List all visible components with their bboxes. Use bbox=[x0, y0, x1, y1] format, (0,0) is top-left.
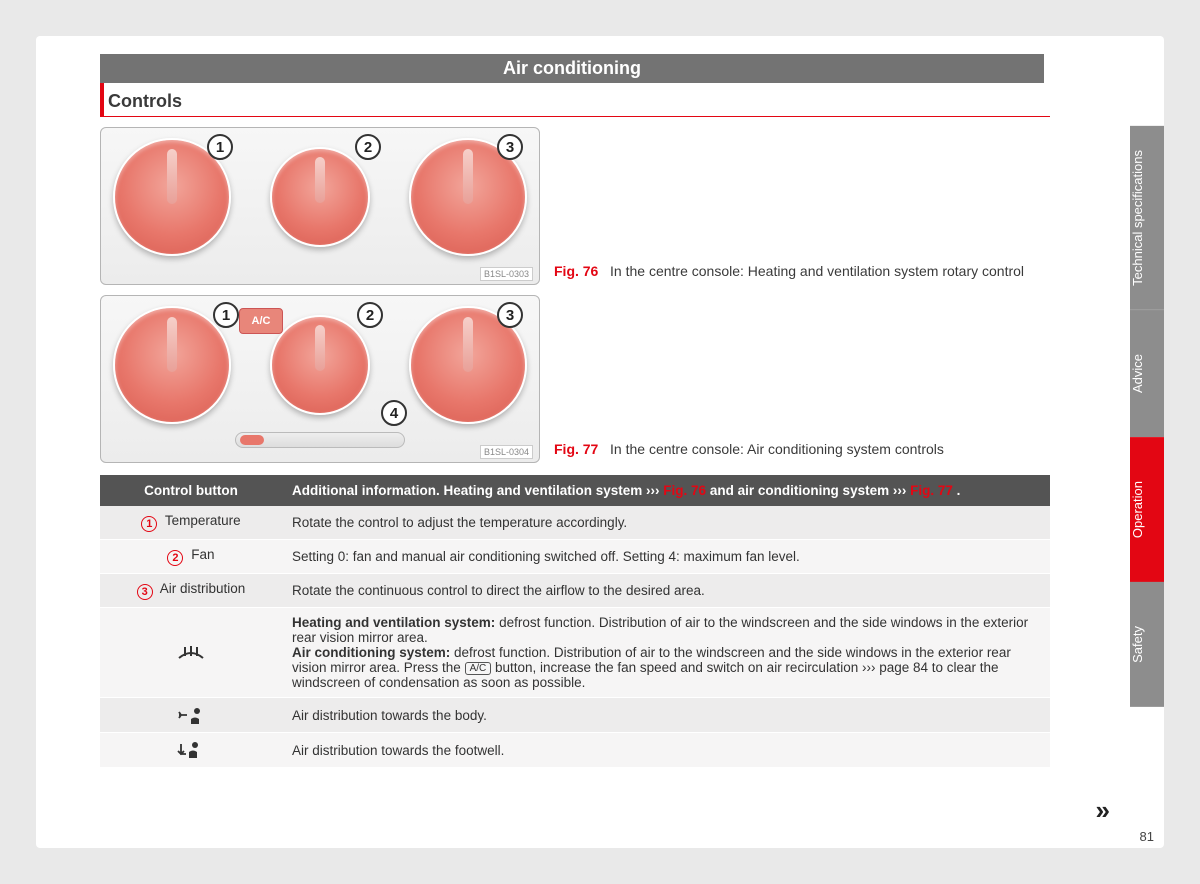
hdr-text: Additional information. Heating and vent… bbox=[292, 483, 663, 498]
figure-caption-text: In the centre console: Heating and venti… bbox=[610, 263, 1024, 279]
callout-2: 2 bbox=[355, 134, 381, 160]
tab-tech-specs[interactable]: Technical specifications bbox=[1130, 126, 1164, 310]
page-title: Air conditioning bbox=[100, 54, 1050, 83]
temperature-dial bbox=[113, 306, 231, 424]
control-cell bbox=[100, 733, 282, 768]
callout-2: 2 bbox=[357, 302, 383, 328]
figure-76-caption: Fig. 76 In the centre console: Heating a… bbox=[554, 263, 1050, 285]
figure-77-caption: Fig. 77 In the centre console: Air condi… bbox=[554, 441, 1050, 463]
figure-76-panel: 1 2 3 B1SL-0303 bbox=[100, 127, 540, 285]
ac-inline-icon: A/C bbox=[465, 662, 492, 675]
control-cell bbox=[100, 608, 282, 698]
callout-3: 3 bbox=[497, 302, 523, 328]
controls-table: Control button Additional information. H… bbox=[100, 475, 1050, 768]
desc-cell: Air distribution towards the footwell. bbox=[282, 733, 1050, 768]
desc-bold: Heating and ventilation system: bbox=[292, 615, 495, 630]
fan-dial bbox=[270, 147, 370, 247]
ac-button: A/C bbox=[239, 308, 283, 334]
control-label: Fan bbox=[191, 547, 214, 562]
image-id: B1SL-0304 bbox=[480, 445, 533, 459]
airflow-footwell-icon bbox=[177, 740, 205, 760]
control-cell: 3 Air distribution bbox=[100, 574, 282, 608]
side-tabs: Technical specifications Advice Operatio… bbox=[1130, 126, 1164, 707]
recirculation-slider bbox=[235, 432, 405, 448]
callout-1: 1 bbox=[213, 302, 239, 328]
continuation-icon: » bbox=[1096, 795, 1110, 826]
control-label: Temperature bbox=[165, 513, 241, 528]
figure-ref: Fig. 76 bbox=[554, 263, 598, 279]
figure-77-panel: A/C 1 2 3 4 B1SL-0304 bbox=[100, 295, 540, 463]
control-cell: 2 Fan bbox=[100, 540, 282, 574]
circled-number: 1 bbox=[141, 516, 157, 532]
table-row: 3 Air distribution Rotate the continuous… bbox=[100, 574, 1050, 608]
table-header-row: Control button Additional information. H… bbox=[100, 475, 1050, 506]
dial-group bbox=[113, 306, 527, 424]
defrost-icon bbox=[176, 642, 206, 664]
fig-ref-link: Fig. 76 bbox=[663, 483, 706, 498]
callout-4: 4 bbox=[381, 400, 407, 426]
callout-1: 1 bbox=[207, 134, 233, 160]
tab-operation[interactable]: Operation bbox=[1130, 437, 1164, 582]
circled-number: 3 bbox=[137, 584, 153, 600]
section-heading: Controls bbox=[100, 83, 1050, 117]
fig-ref-link: Fig. 77 bbox=[910, 483, 953, 498]
hdr-text: . bbox=[957, 483, 961, 498]
desc-bold: Air conditioning system: bbox=[292, 645, 450, 660]
table-header-info: Additional information. Heating and vent… bbox=[282, 475, 1050, 506]
figure-row-76: 1 2 3 B1SL-0303 Fig. 76 In the centre co… bbox=[100, 127, 1050, 285]
desc-cell: Setting 0: fan and manual air conditioni… bbox=[282, 540, 1050, 574]
tab-advice[interactable]: Advice bbox=[1130, 310, 1164, 437]
figure-ref: Fig. 77 bbox=[554, 441, 598, 457]
control-cell bbox=[100, 698, 282, 733]
tab-safety[interactable]: Safety bbox=[1130, 582, 1164, 707]
table-row: 1 Temperature Rotate the control to adju… bbox=[100, 506, 1050, 540]
table-row: Air distribution towards the footwell. bbox=[100, 733, 1050, 768]
image-id: B1SL-0303 bbox=[480, 267, 533, 281]
airflow-body-icon bbox=[177, 705, 205, 725]
fan-dial bbox=[270, 315, 370, 415]
manual-page: Air conditioning Controls 1 2 3 B1SL-030… bbox=[36, 36, 1164, 848]
desc-cell: Rotate the continuous control to direct … bbox=[282, 574, 1050, 608]
callout-3: 3 bbox=[497, 134, 523, 160]
desc-cell: Air distribution towards the body. bbox=[282, 698, 1050, 733]
table-row: Air distribution towards the body. bbox=[100, 698, 1050, 733]
dial-group bbox=[113, 138, 527, 256]
hdr-text: and air conditioning system ››› bbox=[710, 483, 910, 498]
figure-row-77: A/C 1 2 3 4 B1SL-0304 Fig. 77 In the cen… bbox=[100, 295, 1050, 463]
figure-caption-text: In the centre console: Air conditioning … bbox=[610, 441, 944, 457]
desc-cell: Heating and ventilation system: defrost … bbox=[282, 608, 1050, 698]
control-label: Air distribution bbox=[160, 581, 246, 596]
table-header-control: Control button bbox=[100, 475, 282, 506]
page-number: 81 bbox=[1140, 829, 1154, 844]
desc-cell: Rotate the control to adjust the tempera… bbox=[282, 506, 1050, 540]
circled-number: 2 bbox=[167, 550, 183, 566]
control-cell: 1 Temperature bbox=[100, 506, 282, 540]
page-content: Air conditioning Controls 1 2 3 B1SL-030… bbox=[100, 54, 1050, 768]
table-row: Heating and ventilation system: defrost … bbox=[100, 608, 1050, 698]
table-row: 2 Fan Setting 0: fan and manual air cond… bbox=[100, 540, 1050, 574]
